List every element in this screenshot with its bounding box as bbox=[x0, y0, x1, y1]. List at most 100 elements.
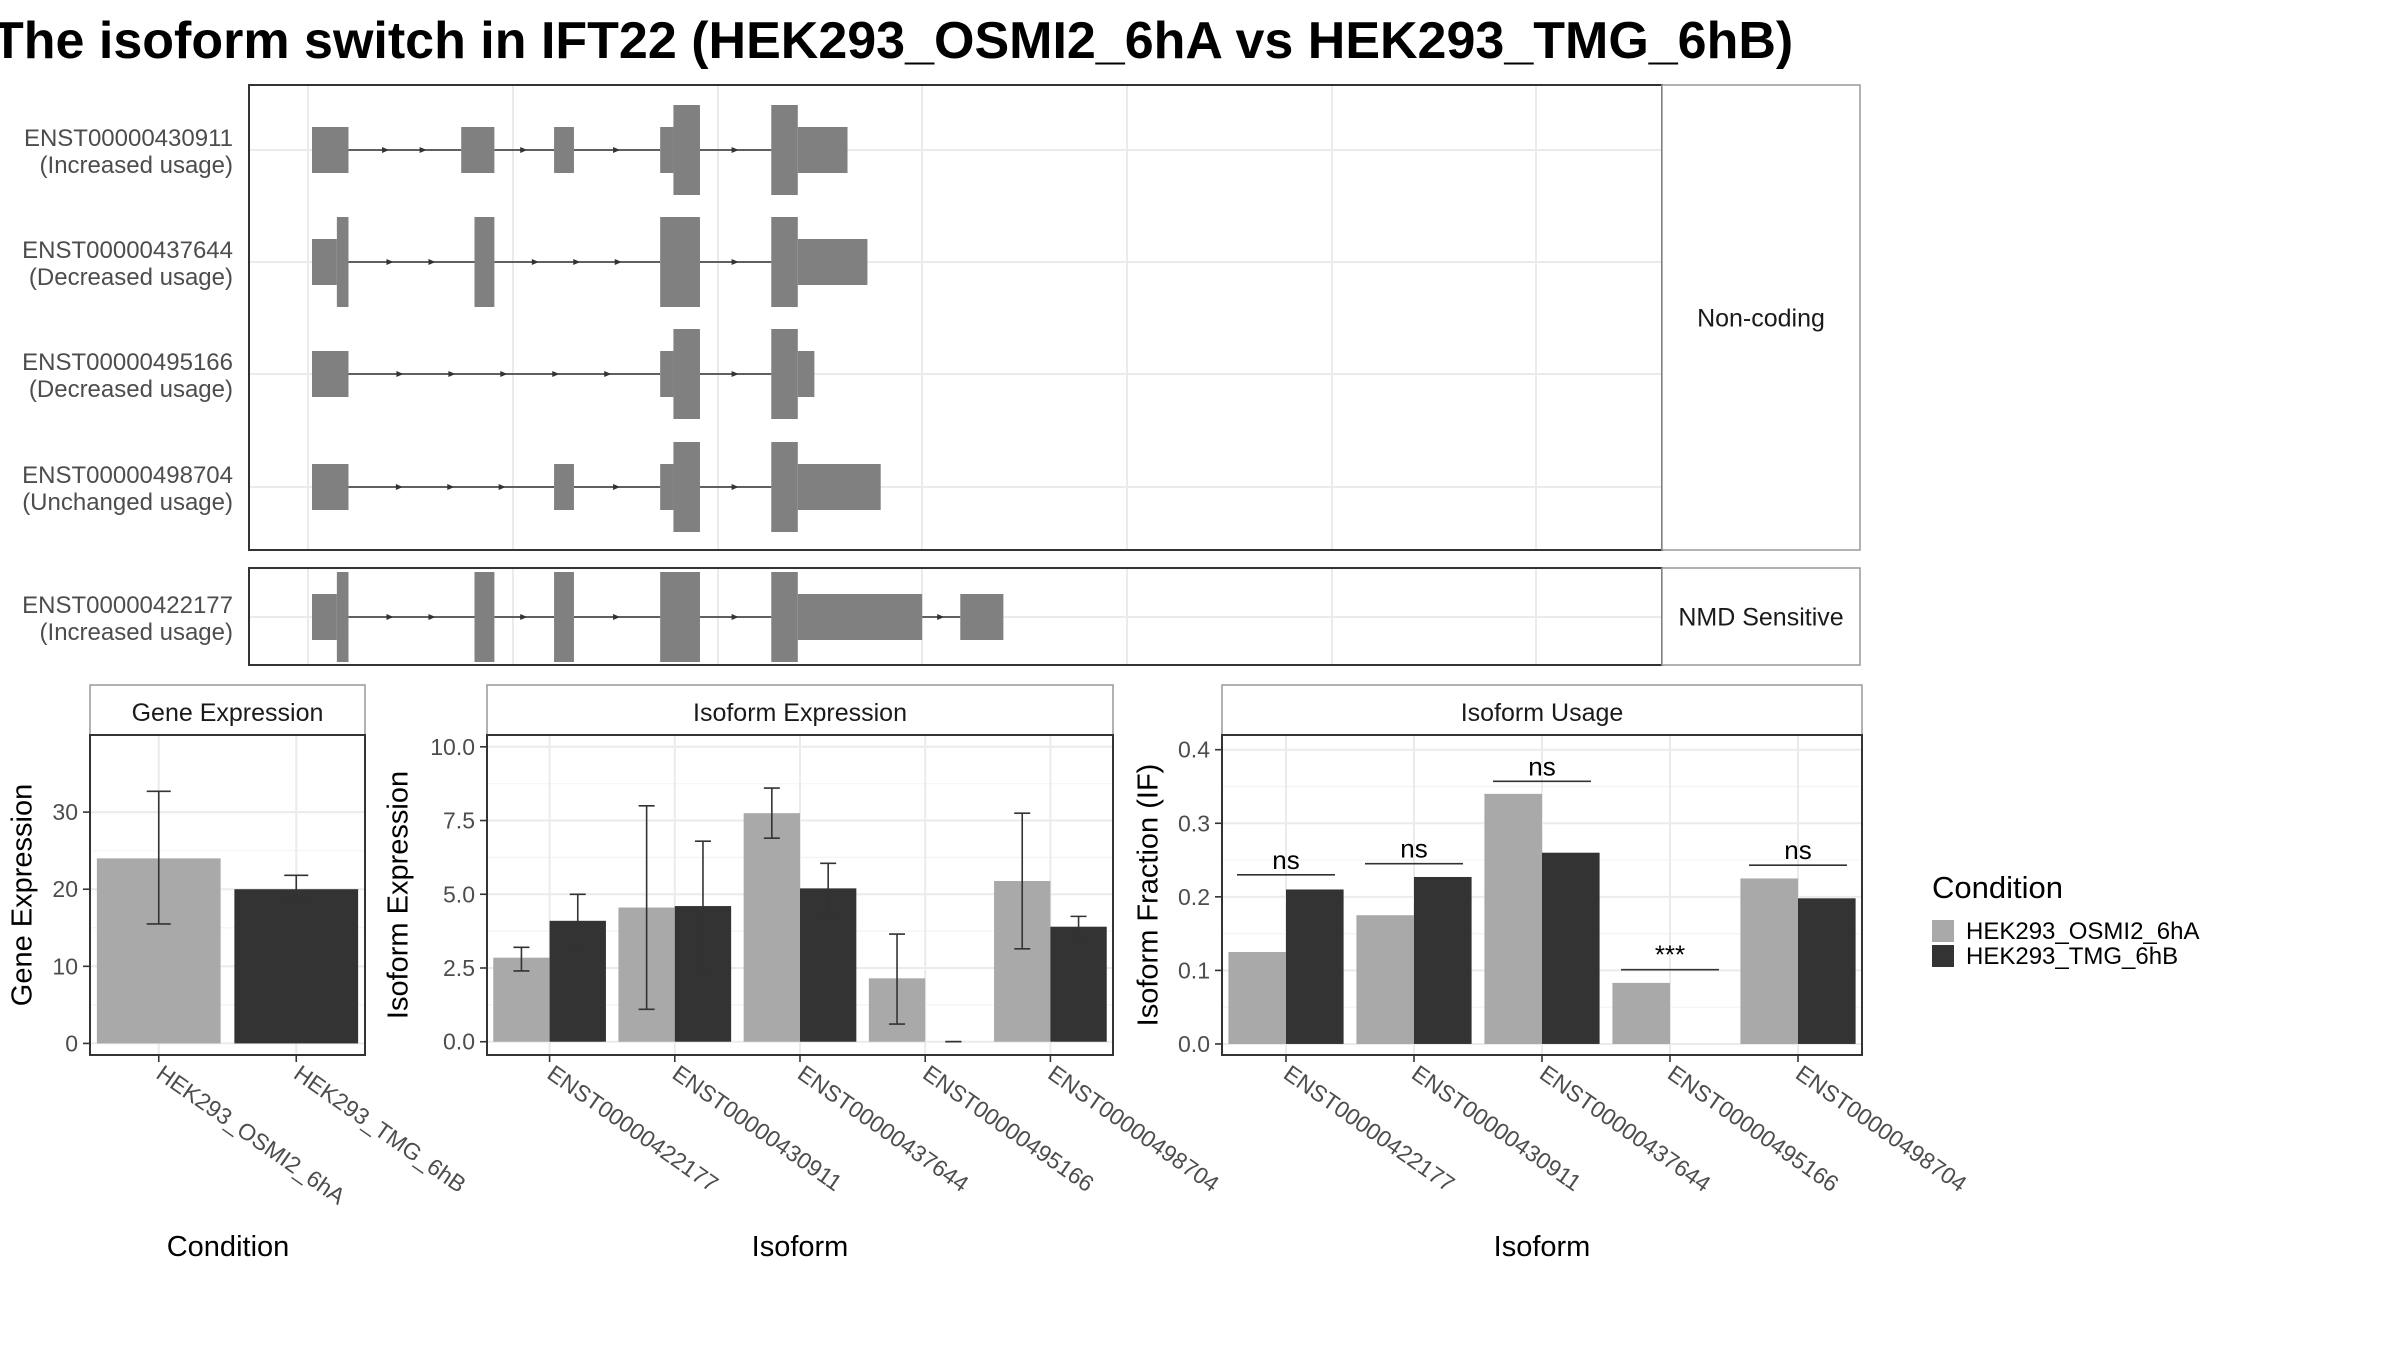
y-tick-label: 30 bbox=[52, 799, 78, 825]
legend-label: HEK293_OSMI2_6hA bbox=[1966, 918, 2199, 945]
exon-block bbox=[771, 442, 798, 532]
transcript-id: ENST00000495166 bbox=[22, 349, 233, 376]
exon-block bbox=[673, 105, 700, 195]
exon-block bbox=[960, 594, 1004, 640]
intron-arrow bbox=[520, 614, 528, 620]
y-tick-label: 10.0 bbox=[430, 734, 475, 760]
intron-arrow bbox=[428, 614, 436, 620]
intron-arrow bbox=[613, 484, 621, 490]
intron-arrow bbox=[396, 371, 404, 377]
exon-block bbox=[673, 329, 700, 419]
transcript-structure-panel: Non-coding ENST00000430911(Increased usag… bbox=[22, 84, 1861, 666]
chart-title: Isoform Expression bbox=[693, 699, 907, 727]
significance-label: ns bbox=[1528, 751, 1555, 781]
exon-block bbox=[660, 217, 700, 307]
bar bbox=[1542, 852, 1600, 1044]
exon-block bbox=[797, 351, 815, 397]
y-axis: 0.0 2.5 5.0 7.5 10.0 bbox=[430, 734, 487, 1055]
x-axis-title: Condition bbox=[167, 1231, 290, 1263]
intron-arrow bbox=[731, 147, 739, 153]
transcript-usage: (Increased usage) bbox=[40, 152, 233, 179]
transcript-id: ENST00000498704 bbox=[22, 462, 233, 489]
exon-block bbox=[660, 572, 700, 662]
transcript-id: ENST00000422177 bbox=[22, 592, 233, 619]
exon-block bbox=[554, 464, 574, 510]
chart-1: Isoform Expression 0.0 2.5 5.0 7.5 10.0 ENST00… bbox=[383, 684, 1224, 1263]
exon-block bbox=[336, 217, 349, 307]
exon-block bbox=[461, 127, 495, 173]
figure-title: The isoform switch in IFT22 (HEK293_OSMI… bbox=[0, 12, 1793, 70]
chart-strip bbox=[89, 684, 366, 736]
chart-strip bbox=[1221, 684, 1863, 736]
chart-title: Gene Expression bbox=[132, 699, 324, 727]
chart-2: Isoform Usage ns ns ns *** ns 0.0 0.1 0.2 0.3 0.4 E… bbox=[1133, 684, 1972, 1263]
intron-arrow bbox=[500, 371, 508, 377]
exon-block bbox=[312, 239, 337, 285]
significance-label: *** bbox=[1655, 940, 1685, 970]
intron-arrow bbox=[731, 371, 739, 377]
y-axis-title: Isoform Expression bbox=[383, 771, 415, 1019]
exon-block bbox=[312, 127, 349, 173]
y-tick-label: 0.0 bbox=[443, 1029, 475, 1055]
facet-strip-label: Non-coding bbox=[1697, 305, 1825, 333]
significance-label: ns bbox=[1400, 834, 1427, 864]
intron-arrow bbox=[448, 371, 456, 377]
bar bbox=[1050, 926, 1107, 1042]
transcript-row: ENST00000495166(Decreased usage) bbox=[22, 329, 815, 419]
exon-block bbox=[797, 464, 881, 510]
bars bbox=[96, 790, 359, 1044]
bar bbox=[1414, 876, 1472, 1044]
exon-block bbox=[660, 351, 674, 397]
y-axis: 0.0 0.1 0.2 0.3 0.4 bbox=[1178, 737, 1222, 1057]
y-tick-label: 10 bbox=[52, 953, 78, 979]
intron-arrow bbox=[428, 259, 436, 265]
bars bbox=[1228, 793, 1856, 1044]
facet-strip bbox=[1661, 567, 1861, 666]
y-tick-label: 5.0 bbox=[443, 881, 475, 907]
exon-block bbox=[660, 127, 674, 173]
transcript-row: ENST00000430911(Increased usage) bbox=[24, 105, 848, 195]
facet-strip bbox=[1661, 84, 1861, 551]
structure-panel-bg bbox=[249, 85, 1662, 550]
exon-block bbox=[771, 217, 798, 307]
exon-block bbox=[771, 572, 798, 662]
intron-arrow bbox=[531, 259, 539, 265]
exon-block bbox=[312, 464, 349, 510]
intron-arrow bbox=[395, 484, 403, 490]
y-axis: 0 10 20 30 bbox=[52, 799, 90, 1056]
bar bbox=[1228, 952, 1286, 1044]
chart-title: Isoform Usage bbox=[1461, 699, 1624, 727]
exon-block bbox=[771, 105, 798, 195]
y-tick-label: 0.2 bbox=[1178, 884, 1210, 910]
exon-block bbox=[797, 239, 868, 285]
y-tick-label: 0.3 bbox=[1178, 810, 1210, 836]
legend-title: Condition bbox=[1932, 870, 2063, 905]
y-tick-label: 0 bbox=[65, 1030, 78, 1056]
bar bbox=[1612, 982, 1670, 1044]
y-tick-label: 0.1 bbox=[1178, 957, 1210, 983]
intron-arrow bbox=[614, 259, 622, 265]
bars bbox=[493, 787, 1107, 1043]
legend-swatch bbox=[1932, 920, 1954, 942]
transcript-id: ENST00000430911 bbox=[24, 125, 233, 152]
transcript-row: ENST00000437644(Decreased usage) bbox=[22, 217, 868, 307]
significance-label: ns bbox=[1272, 845, 1299, 875]
x-axis: ENST00000422177ENST00000430911ENST000004… bbox=[1279, 1055, 1972, 1197]
bar bbox=[1740, 878, 1798, 1044]
exon-block bbox=[797, 127, 848, 173]
intron-arrow bbox=[386, 614, 394, 620]
legend-swatch bbox=[1932, 945, 1954, 967]
bar bbox=[1484, 793, 1542, 1044]
significance-labels: ns ns ns *** ns bbox=[1237, 751, 1847, 971]
exon-block bbox=[474, 572, 495, 662]
transcript-row: ENST00000498704(Unchanged usage) bbox=[22, 442, 881, 532]
x-axis: ENST00000422177ENST00000430911ENST000004… bbox=[543, 1055, 1224, 1197]
bar bbox=[1798, 898, 1856, 1044]
exon-block bbox=[771, 329, 798, 419]
intron-arrow bbox=[573, 259, 581, 265]
legend-label: HEK293_TMG_6hB bbox=[1966, 943, 2178, 970]
